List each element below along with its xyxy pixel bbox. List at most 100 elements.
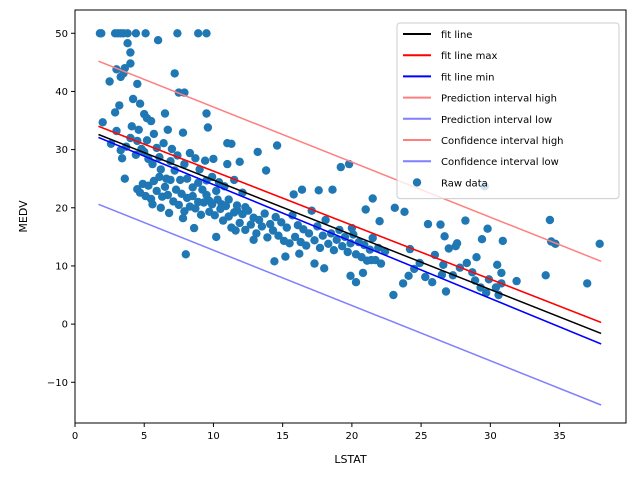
x-tick-label: 30 [484, 431, 497, 442]
data-point [263, 233, 272, 242]
data-point [230, 208, 239, 217]
data-point [191, 204, 200, 213]
data-point [595, 239, 604, 248]
data-point [223, 159, 232, 169]
data-point [260, 209, 269, 218]
legend-label: Raw data [441, 178, 488, 189]
data-point [135, 99, 145, 108]
data-point [583, 279, 592, 288]
data-point [167, 144, 177, 154]
data-point [268, 226, 278, 235]
series-line [98, 125, 602, 324]
data-point [351, 278, 361, 287]
data-point [212, 186, 221, 196]
data-point [261, 166, 271, 175]
data-point [115, 101, 124, 110]
y-tick-label: 10 [55, 261, 68, 272]
data-point [202, 190, 211, 200]
data-point [302, 241, 311, 250]
data-point [144, 181, 153, 190]
x-tick-label: 20 [346, 431, 359, 442]
x-axis-label: LSTAT [334, 453, 367, 466]
data-point [213, 195, 222, 204]
data-point [223, 139, 232, 148]
data-point [209, 154, 218, 164]
legend-label: fit line min [441, 72, 494, 83]
y-tick-label: 20 [55, 203, 68, 214]
data-point [156, 203, 165, 212]
y-axis-ticks: −10 0 10 20 30 40 50 [47, 29, 75, 389]
x-tick-label: 0 [72, 431, 78, 442]
data-point [315, 243, 325, 253]
data-point [320, 264, 329, 273]
y-axis-label: MEDV [17, 200, 30, 233]
data-point [188, 183, 197, 192]
data-point [404, 271, 413, 280]
data-point [142, 136, 152, 145]
data-point [224, 195, 233, 204]
data-point [336, 162, 345, 172]
data-point [440, 232, 449, 241]
data-point [110, 108, 120, 117]
data-point [472, 253, 481, 262]
data-point [346, 271, 355, 280]
data-point [173, 29, 182, 38]
data-point [512, 276, 521, 286]
data-point [367, 255, 376, 265]
x-tick-label: 25 [415, 431, 428, 442]
legend-label: Prediction interval low [441, 115, 552, 126]
data-point [212, 232, 221, 242]
data-point [178, 128, 188, 137]
data-point [202, 109, 211, 118]
data-point [149, 129, 159, 139]
data-point [368, 233, 377, 243]
data-point [252, 229, 261, 238]
data-point [232, 201, 242, 210]
data-point [477, 235, 487, 244]
data-point [174, 200, 183, 210]
data-point [314, 186, 323, 195]
data-point [152, 186, 161, 196]
data-point [153, 36, 163, 45]
plot-frame [74, 9, 627, 424]
series-line [98, 203, 602, 406]
legend-label: fit line [441, 30, 472, 41]
data-point [318, 231, 327, 240]
data-point [170, 69, 179, 78]
data-point [126, 48, 135, 57]
y-tick-label: 40 [55, 87, 68, 98]
data-point [436, 220, 445, 229]
data-point [207, 200, 217, 209]
series-line [98, 133, 602, 335]
y-tick-label: 30 [55, 145, 68, 156]
data-point [439, 260, 448, 269]
data-point [428, 278, 437, 287]
data-point [210, 211, 219, 220]
data-point [123, 39, 132, 48]
data-point [328, 185, 337, 194]
data-point [231, 226, 240, 235]
data-point [189, 223, 199, 233]
legend-label: fit line max [441, 51, 497, 62]
data-point [160, 182, 170, 191]
data-point [493, 260, 502, 269]
data-point [181, 250, 190, 259]
data-point [281, 252, 290, 261]
data-point [270, 257, 279, 266]
data-point [321, 215, 330, 225]
data-point [164, 208, 174, 218]
data-point [221, 201, 231, 211]
data-point [243, 206, 253, 215]
data-point [266, 219, 275, 229]
data-point [257, 222, 267, 231]
data-point [368, 194, 377, 203]
data-point [166, 175, 175, 185]
data-point [285, 239, 294, 248]
data-point [271, 212, 280, 222]
legend-label: Confidence interval high [441, 136, 564, 147]
data-point [191, 154, 200, 163]
data-point [131, 29, 141, 38]
data-point [272, 141, 282, 150]
data-point [398, 279, 408, 288]
data-point [297, 185, 307, 194]
